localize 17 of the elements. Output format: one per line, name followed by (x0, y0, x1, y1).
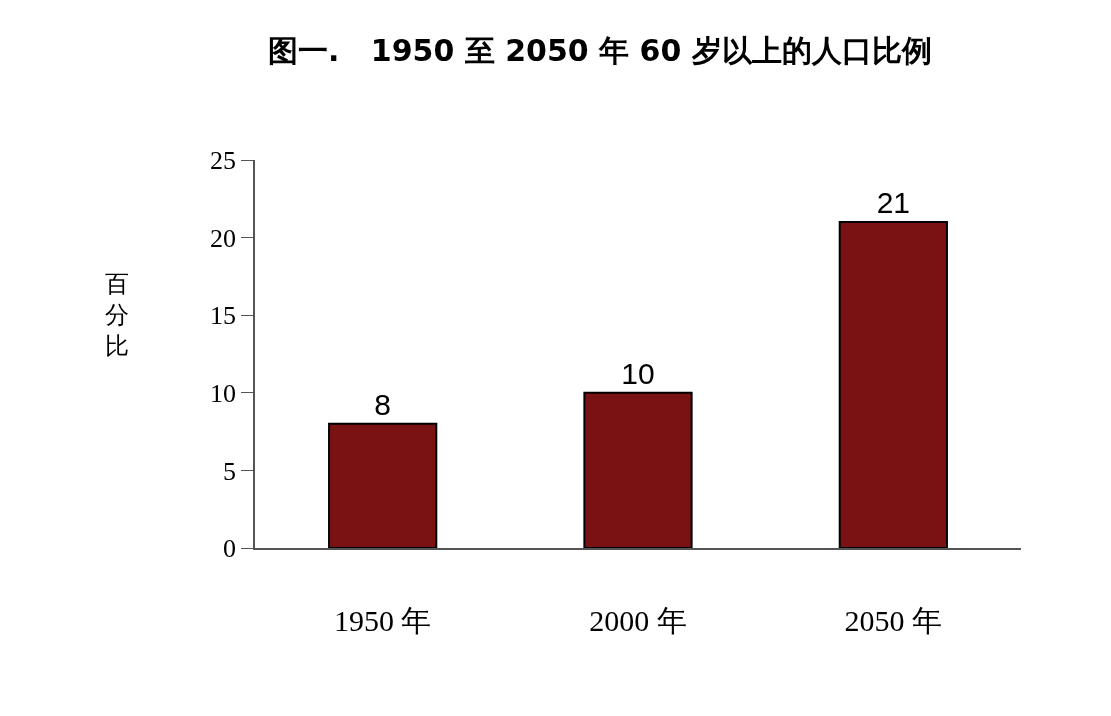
chart-title: 图一. 1950 至 2050 年 60 岁以上的人口比例 (268, 32, 932, 68)
x-tick-label: 1950 年 (333, 603, 432, 637)
data-label: 8 (374, 387, 392, 421)
bar (838, 221, 948, 548)
bar (328, 422, 438, 548)
y-tick-label: 10 (210, 378, 237, 408)
y-tick-label: 0 (223, 534, 237, 564)
x-tick-label: 2000 年 (589, 603, 687, 637)
y-axis-title: 百分比 (105, 270, 129, 361)
x-tick-label: 2050 年 (844, 603, 943, 637)
data-label: 21 (876, 186, 911, 220)
y-tick-label: 15 (210, 301, 237, 331)
bar (583, 391, 693, 548)
y-tick-label: 5 (223, 456, 237, 486)
y-tick-label: 25 (210, 146, 237, 176)
y-tick-label: 20 (210, 223, 237, 253)
data-label: 10 (621, 356, 655, 390)
